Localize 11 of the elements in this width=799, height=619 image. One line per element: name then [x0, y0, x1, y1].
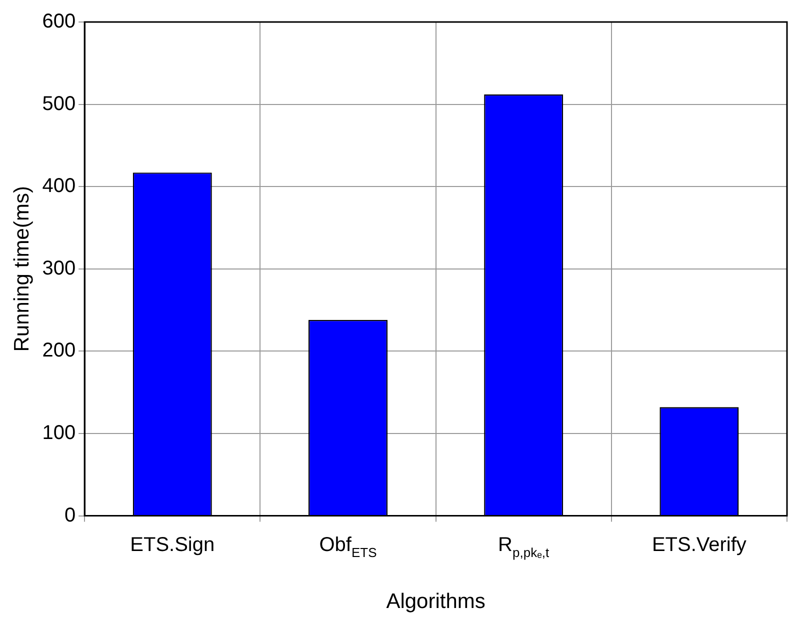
- y-tick-label: 400: [42, 175, 76, 198]
- y-tick-label: 200: [42, 340, 76, 362]
- x-tick-label: ETS.Sign: [130, 534, 215, 556]
- y-tick-label: 500: [42, 92, 76, 115]
- x-axis-title: Algorithms: [386, 590, 486, 614]
- x-tick-label: ETS.Verify: [652, 534, 746, 556]
- y-tick-label: 100: [42, 422, 76, 444]
- y-tick-label: 0: [64, 504, 76, 526]
- y-axis-title: Running time(ms): [10, 186, 34, 352]
- y-tick-label: 300: [42, 257, 76, 280]
- y-tick-label: 600: [42, 10, 76, 33]
